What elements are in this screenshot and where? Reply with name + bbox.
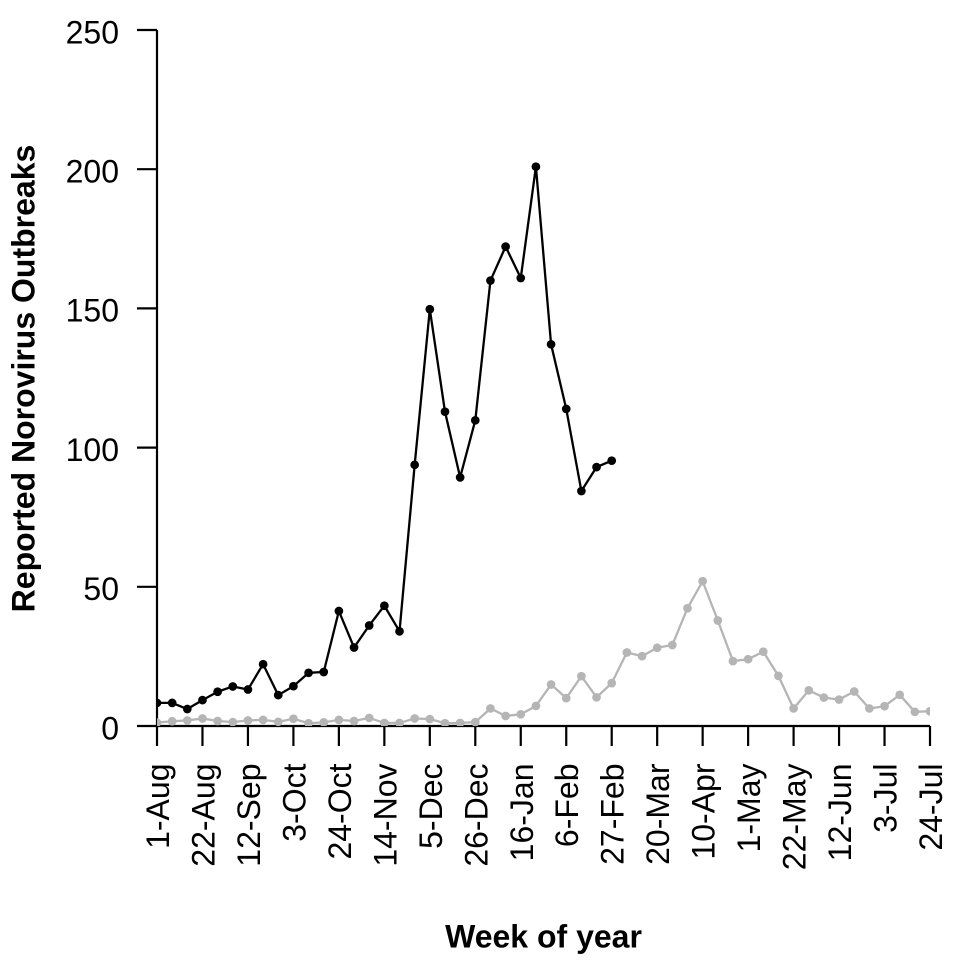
svg-text:22-May: 22-May — [777, 764, 813, 871]
svg-text:12-Jun: 12-Jun — [822, 764, 858, 862]
svg-text:6-Feb: 6-Feb — [549, 764, 585, 848]
svg-text:3-Oct: 3-Oct — [276, 763, 312, 841]
svg-text:0: 0 — [101, 710, 119, 746]
svg-text:5-Dec: 5-Dec — [413, 764, 449, 849]
svg-text:Week of year: Week of year — [445, 919, 642, 955]
svg-text:16-Jan: 16-Jan — [504, 764, 540, 862]
svg-text:100: 100 — [66, 432, 119, 468]
svg-text:22-Aug: 22-Aug — [185, 764, 221, 867]
svg-text:27-Feb: 27-Feb — [595, 764, 631, 865]
svg-text:1-Aug: 1-Aug — [140, 764, 176, 849]
svg-text:10-Apr: 10-Apr — [686, 763, 722, 859]
svg-text:200: 200 — [66, 154, 119, 190]
svg-text:250: 250 — [66, 14, 119, 50]
svg-text:150: 150 — [66, 293, 119, 329]
svg-text:3-Jul: 3-Jul — [868, 764, 904, 833]
svg-text:20-Mar: 20-Mar — [640, 763, 676, 865]
svg-text:24-Oct: 24-Oct — [322, 763, 358, 859]
svg-text:24-Jul: 24-Jul — [913, 764, 949, 851]
svg-text:Reported Norovirus Outbreaks: Reported Norovirus Outbreaks — [6, 145, 42, 613]
svg-text:12-Sep: 12-Sep — [231, 764, 267, 867]
svg-text:14-Nov: 14-Nov — [367, 764, 403, 867]
svg-text:26-Dec: 26-Dec — [458, 764, 494, 867]
svg-text:50: 50 — [83, 571, 119, 607]
svg-text:1-May: 1-May — [731, 764, 767, 853]
